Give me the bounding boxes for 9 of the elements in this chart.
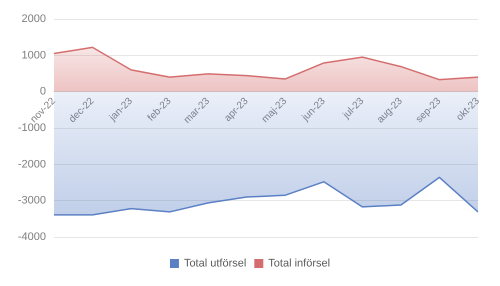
y-tick-label: -4000 [18, 231, 46, 243]
legend-label: Total införsel [268, 258, 330, 270]
y-tick-label: -2000 [18, 158, 46, 170]
y-tick-label: -1000 [18, 122, 46, 134]
y-tick-label: 2000 [22, 13, 46, 25]
y-tick-label: 0 [40, 86, 46, 98]
legend-label: Total utförsel [184, 258, 246, 270]
y-tick-label: 1000 [22, 49, 46, 62]
y-tick-label: -3000 [18, 194, 46, 207]
